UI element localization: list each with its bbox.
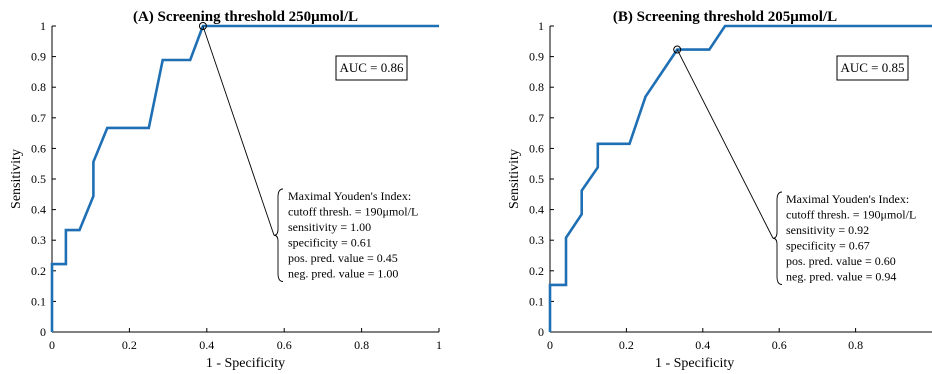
annotation-line: neg. pred. value = 1.00: [288, 267, 398, 281]
y-tick-label: 0.7: [529, 111, 544, 125]
annotation-line: cutoff thresh. = 190μmol/L: [786, 208, 916, 222]
annotation-line: sensitivity = 0.92: [786, 223, 869, 237]
annotation-line: specificity = 0.61: [288, 236, 372, 250]
annotation-line: sensitivity = 1.00: [288, 220, 371, 234]
optimal-point-marker: [673, 45, 682, 54]
y-tick-label: 0.7: [31, 111, 46, 125]
annotation-line: pos. pred. value = 0.45: [288, 251, 398, 265]
y-tick-label: 0.3: [31, 233, 46, 247]
chart-title: (B) Screening threshold 205μmol/L: [613, 9, 837, 25]
y-tick-label: 0.2: [31, 264, 46, 278]
x-axis-label: 1 - Specificity: [206, 356, 285, 371]
auc-label: AUC = 0.85: [840, 60, 904, 75]
y-tick-label: 0.1: [31, 294, 46, 308]
x-tick-label: 0.6: [277, 338, 292, 352]
x-tick-label: 0.2: [122, 338, 137, 352]
roc-panel-a: 0 0.1 0.2 0.3 0.4 0.5 0.6 0.7 0.8 0.9 1 0 0.2 0.4 0.6 0…: [9, 9, 442, 371]
optimal-point-marker: [198, 22, 207, 30]
y-tick-label: 0.5: [31, 172, 46, 186]
y-tick-label: 0.1: [529, 294, 544, 308]
x-tick-label: 0.4: [199, 338, 214, 352]
annotation-line: Maximal Youden's Index:: [288, 189, 411, 203]
y-tick-label: 0.5: [529, 172, 544, 186]
annotation-line: specificity = 0.67: [786, 239, 870, 253]
auc-label: AUC = 0.86: [339, 60, 404, 75]
roc-curve: [50, 24, 439, 332]
y-tick-label: 0.9: [529, 50, 544, 64]
auc-box: [335, 55, 408, 81]
y-tick-label: 0.4: [31, 203, 46, 217]
roc-panel-b: 0 0.1 0.2 0.3 0.4 0.5 0.6 0.7 0.8 0.9 1 0 0.2 0.4 0.6 0…: [507, 9, 932, 371]
x-tick-label: 0: [49, 338, 55, 352]
x-tick-label: 0.8: [848, 338, 863, 352]
y-tick-label: 0: [538, 325, 544, 339]
x-axis-label: 1 - Specificity: [655, 356, 734, 371]
x-tick-label: 1: [436, 338, 442, 352]
x-tick-label: 0.6: [772, 338, 787, 352]
y-tick-label: 0.6: [529, 141, 544, 155]
y-tick-label: 0.4: [529, 203, 544, 217]
annotation-line: Maximal Youden's Index:: [786, 192, 909, 206]
y-tick-label: 0.8: [31, 80, 46, 94]
y-tick-label: 1: [538, 19, 544, 33]
x-tick-label: 0.2: [619, 338, 634, 352]
x-tick-label: 0.8: [354, 338, 369, 352]
y-axis-label: Sensitivity: [507, 149, 522, 209]
y-tick-label: 1: [40, 19, 46, 33]
chart-title: (A) Screening threshold 250μmol/L: [133, 9, 358, 25]
x-tick-label: 0.4: [695, 338, 710, 352]
annotation-leader-line: [202, 25, 275, 236]
roc-curve: [548, 24, 932, 332]
y-tick-label: 0.3: [529, 233, 544, 247]
auc-box: [836, 55, 909, 81]
y-tick-label: 0.6: [31, 141, 46, 155]
y-tick-label: 0.8: [529, 80, 544, 94]
annotation-line: pos. pred. value = 0.60: [786, 254, 896, 268]
annotation-line: neg. pred. value = 0.94: [786, 270, 896, 284]
y-tick-label: 0.2: [529, 264, 544, 278]
x-tick-label: 0: [547, 338, 553, 352]
annotation-brace: [772, 191, 783, 285]
y-tick-label: 0: [40, 325, 46, 339]
y-tick-label: 0.9: [31, 50, 46, 64]
annotation-brace: [273, 188, 284, 282]
annotation-line: cutoff thresh. = 190μmol/L: [288, 205, 418, 219]
annotation-leader-line: [676, 49, 774, 239]
y-axis-label: Sensitivity: [9, 149, 24, 209]
